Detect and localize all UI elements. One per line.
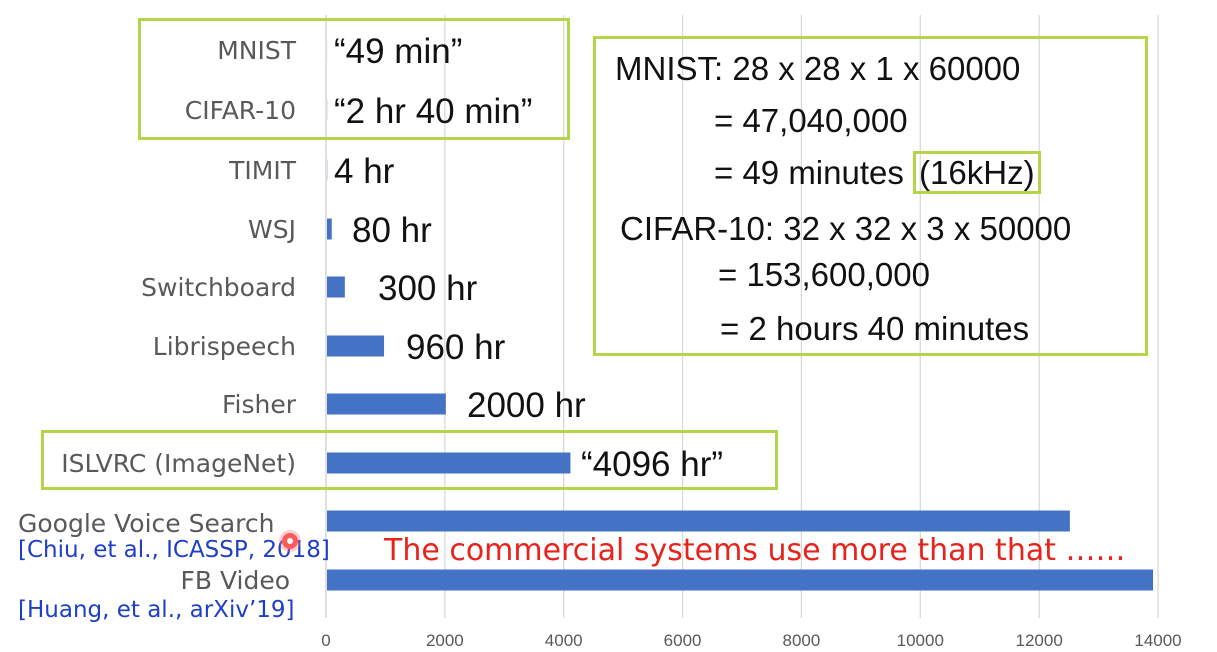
bar <box>327 569 1154 591</box>
calculation-panel <box>593 36 1148 356</box>
x-tick-label: 10000 <box>897 631 944 650</box>
category-label: Librispeech <box>153 332 296 361</box>
sample-rate-highlight: (16kHz) <box>913 151 1041 194</box>
category-label: MNIST <box>217 36 297 65</box>
category-label: CIFAR-10 <box>185 96 296 125</box>
data-label: 300 hr <box>378 269 478 308</box>
bar <box>327 218 332 240</box>
category-label: FB Video <box>180 566 290 595</box>
x-tick-label: 6000 <box>664 631 702 650</box>
cifar-calc-line: CIFAR-10: 32 x 32 x 3 x 50000 <box>620 210 1072 247</box>
mnist-cifar-highlight-box <box>138 18 570 140</box>
category-label: Switchboard <box>141 273 296 302</box>
x-tick-label: 8000 <box>783 631 821 650</box>
category-label: Google Voice Search <box>18 509 274 538</box>
data-label: 80 hr <box>352 211 432 250</box>
mnist-total: = 47,040,000 <box>714 102 908 139</box>
category-label: TIMIT <box>228 156 297 185</box>
bar <box>327 452 571 474</box>
mnist-duration-text: = 49 minutes <box>714 154 904 191</box>
bar <box>327 276 345 298</box>
x-tick-label: 4000 <box>545 631 583 650</box>
google-citation: [Chiu, et al., ICASSP, 2018] <box>18 537 330 563</box>
data-label: 2000 hr <box>467 386 586 425</box>
x-tick-label: 0 <box>321 631 330 650</box>
commercial-note: The commercial systems use more than tha… <box>384 533 1126 568</box>
data-label: “4096 hr” <box>581 445 723 484</box>
data-label: “2 hr 40 min” <box>334 92 532 131</box>
category-label: Fisher <box>222 390 297 419</box>
cifar-duration: = 2 hours 40 minutes <box>720 310 1030 347</box>
data-label: 960 hr <box>406 328 506 367</box>
bar <box>327 510 1070 532</box>
cifar-total: = 153,600,000 <box>718 256 930 293</box>
x-tick-label: 14000 <box>1134 631 1181 650</box>
category-label: ISLVRC (ImageNet) <box>61 449 296 478</box>
bar <box>327 335 385 357</box>
data-label: 4 hr <box>334 152 395 191</box>
mnist-calc-line: MNIST: 28 x 28 x 1 x 60000 <box>615 50 1021 87</box>
category-label: WSJ <box>248 215 296 244</box>
fb-citation: [Huang, et al., arXiv’19] <box>18 597 295 623</box>
x-tick-label: 12000 <box>1016 631 1063 650</box>
imagenet-highlight-box <box>41 430 778 490</box>
mnist-duration: = 49 minutes (16kHz) <box>714 151 1041 194</box>
bar <box>327 393 446 415</box>
data-label: “49 min” <box>334 32 462 71</box>
pointer-cursor <box>282 533 298 549</box>
x-tick-label: 2000 <box>426 631 464 650</box>
